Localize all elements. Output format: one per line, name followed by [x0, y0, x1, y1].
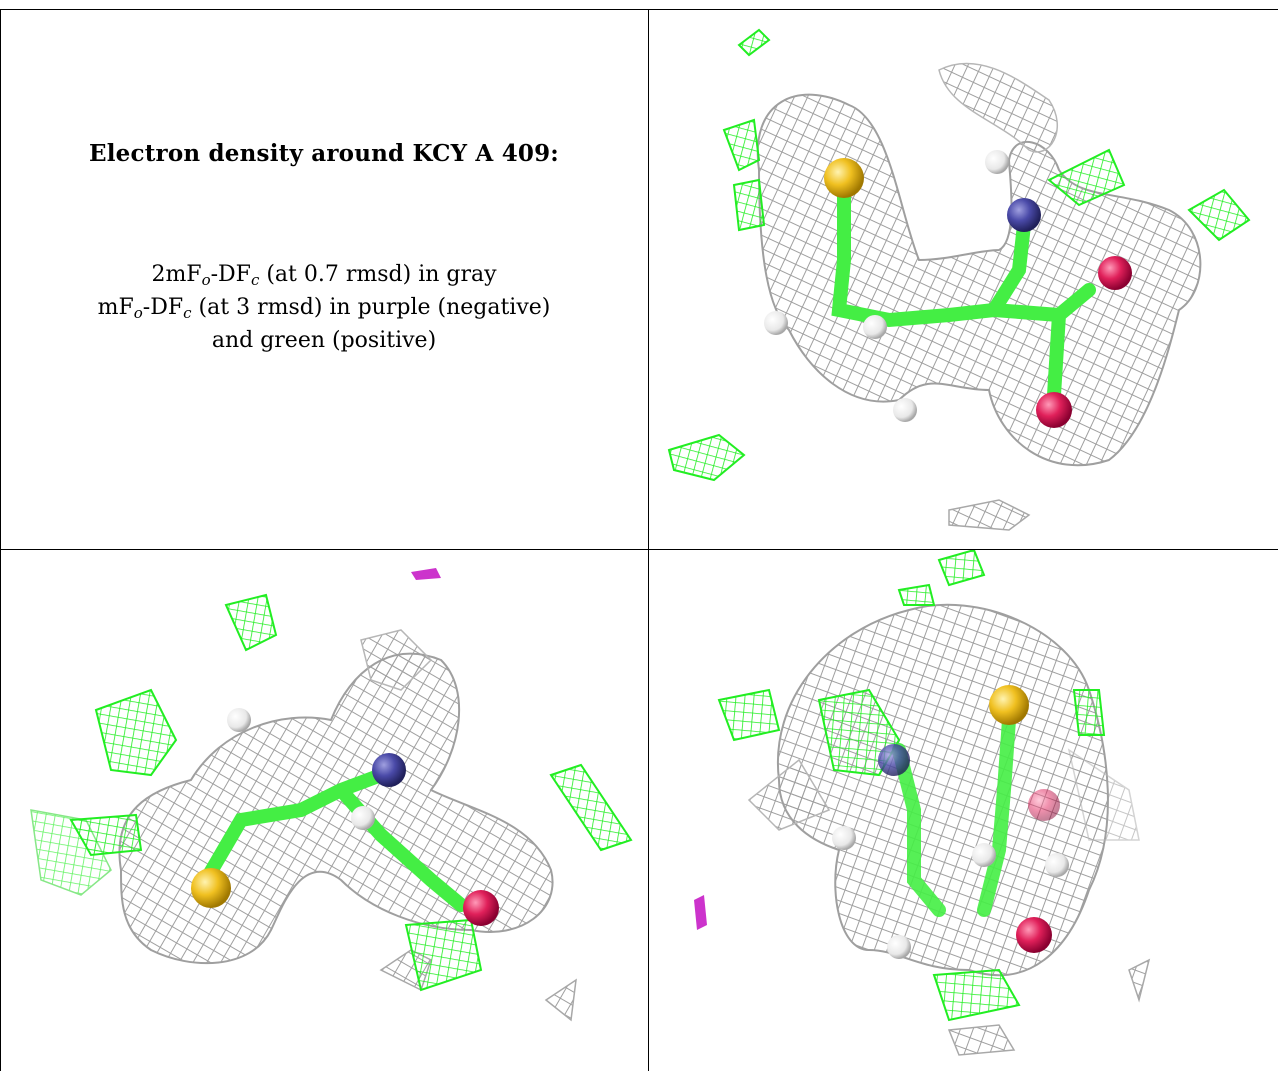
view-bottom-left — [1, 550, 648, 1071]
legend-line-gray: 2mFo-DFc (at 0.7 rmsd) in gray — [151, 262, 497, 289]
green-density-mesh — [717, 550, 1106, 1022]
purple-density-mesh — [411, 568, 441, 580]
green-density-mesh — [667, 28, 1251, 482]
gray-density-mesh — [118, 629, 577, 1022]
figure-title: Electron density around KCY A 409: — [89, 140, 559, 167]
gray-density-mesh — [756, 62, 1202, 531]
view-top-right — [649, 10, 1278, 549]
legend-line-green: and green (positive) — [211, 328, 437, 353]
legend-line-diff: mFo-DFc (at 3 rmsd) in purple (negative) — [97, 295, 551, 322]
caption-cell: Electron density around KCY A 409: 2mFo-… — [0, 10, 648, 549]
legend-text: 2mFo-DFc (at 0.7 rmsd) in gray mFo-DFc (… — [0, 258, 648, 357]
molecule-model — [832, 685, 1069, 959]
border-middle — [0, 549, 1278, 550]
green-density-mesh — [30, 593, 633, 992]
molecule-model — [764, 150, 1132, 428]
molecule-model — [191, 708, 499, 926]
border-top — [0, 9, 1278, 10]
view-bottom-right — [649, 550, 1278, 1071]
border-center — [648, 9, 649, 1071]
purple-density-mesh — [694, 895, 707, 930]
border-left — [0, 9, 1, 1071]
